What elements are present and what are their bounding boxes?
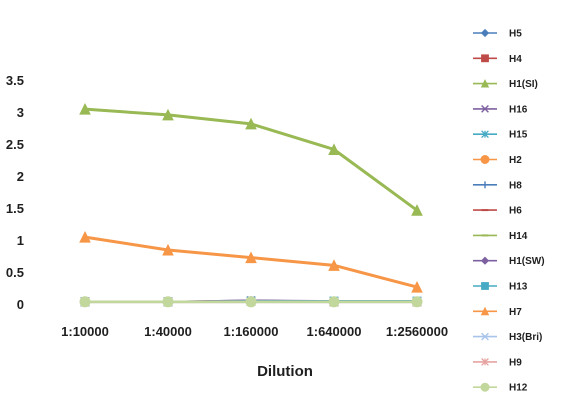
legend-marker: [480, 256, 490, 265]
y-tick-label: 1: [17, 233, 24, 248]
legend-marker: [481, 332, 489, 341]
legend-label: H5: [509, 29, 522, 40]
data-point: [328, 296, 340, 308]
data-point: [79, 103, 91, 115]
legend-item: H7: [473, 306, 522, 318]
x-tick-label: 1:40000: [144, 324, 192, 339]
data-point: [79, 296, 91, 308]
legend-label: H12: [509, 383, 528, 394]
data-point: [245, 117, 257, 130]
legend-marker: [481, 130, 489, 139]
legend-label: H2: [509, 155, 522, 166]
legend-label: H14: [509, 231, 528, 242]
legend-marker: [480, 155, 490, 164]
x-tick-label: 1:10000: [61, 324, 109, 339]
data-point: [245, 251, 257, 264]
legend-item: H2: [473, 155, 522, 166]
y-tick-label: 0: [17, 297, 24, 312]
legend-item: H8: [473, 180, 522, 191]
series-h12: [79, 296, 423, 308]
y-tick-label: 1.5: [6, 201, 24, 216]
data-point: [411, 204, 423, 216]
legend-label: H7: [509, 307, 522, 318]
legend-marker: [481, 54, 489, 63]
legend-label: H15: [509, 130, 528, 141]
legend-label: H4: [509, 54, 522, 65]
data-point: [162, 108, 174, 121]
x-tick-label: 1:160000: [224, 324, 279, 339]
legend-item: H13: [473, 282, 528, 293]
legend-item: H5: [473, 29, 522, 40]
y-tick-label: 3: [17, 105, 24, 120]
data-point: [245, 296, 257, 308]
legend-marker: [480, 306, 490, 316]
legend-item: H15: [473, 130, 528, 141]
legend-label: H9: [509, 357, 522, 368]
legend-label: H13: [509, 282, 528, 293]
legend-marker: [481, 105, 489, 113]
legend-label: H8: [509, 180, 522, 191]
data-point: [411, 280, 423, 293]
legend-item: H16: [473, 104, 528, 115]
legend-item: H3(Bri): [473, 332, 542, 343]
legend-label: H1(SI): [509, 79, 538, 90]
legend-marker: [481, 282, 489, 290]
y-tick-label: 3.5: [6, 73, 24, 88]
legend-label: H6: [509, 206, 522, 217]
legend-marker: [480, 382, 490, 392]
legend-marker: [481, 181, 489, 189]
legend-item: H4: [473, 54, 522, 65]
series-h1-si: [79, 103, 423, 216]
data-point: [328, 259, 340, 271]
legend-marker: [481, 358, 489, 366]
legend-marker: [480, 79, 490, 88]
series-group: [79, 103, 423, 308]
legend-item: H12: [473, 382, 528, 394]
legend-item: H1(SW): [473, 256, 545, 267]
y-tick-label: 0.5: [6, 265, 24, 280]
data-point: [162, 296, 174, 308]
legend: H5 H4 H1(SI) H16 H15 H2 H8 H6 H14 H1(SW) H13 H7 H3(B…: [473, 29, 545, 394]
legend-item: H14: [473, 231, 528, 242]
legend-item: H6: [473, 206, 522, 217]
legend-label: H1(SW): [509, 256, 545, 267]
series-h7: [79, 231, 423, 293]
legend-marker: [480, 28, 490, 38]
legend-label: H3(Bri): [509, 332, 542, 343]
legend-item: H1(SI): [473, 79, 538, 90]
legend-label: H16: [509, 104, 528, 115]
data-point: [411, 296, 423, 308]
x-tick-label: 1:2560000: [386, 324, 448, 339]
y-tick-label: 2.5: [6, 137, 24, 152]
data-point: [79, 231, 91, 243]
x-axis-title: Dilution: [257, 363, 313, 380]
x-tick-label: 1:640000: [307, 324, 362, 339]
data-point: [162, 243, 174, 256]
axes: 0 0.5 1 1.5 2 2.5 3 3.5 1:10000 1:40000 1:160000 1:…: [6, 73, 448, 339]
data-point: [328, 143, 340, 155]
y-tick-label: 2: [17, 169, 24, 184]
legend-item: H9: [473, 357, 522, 368]
